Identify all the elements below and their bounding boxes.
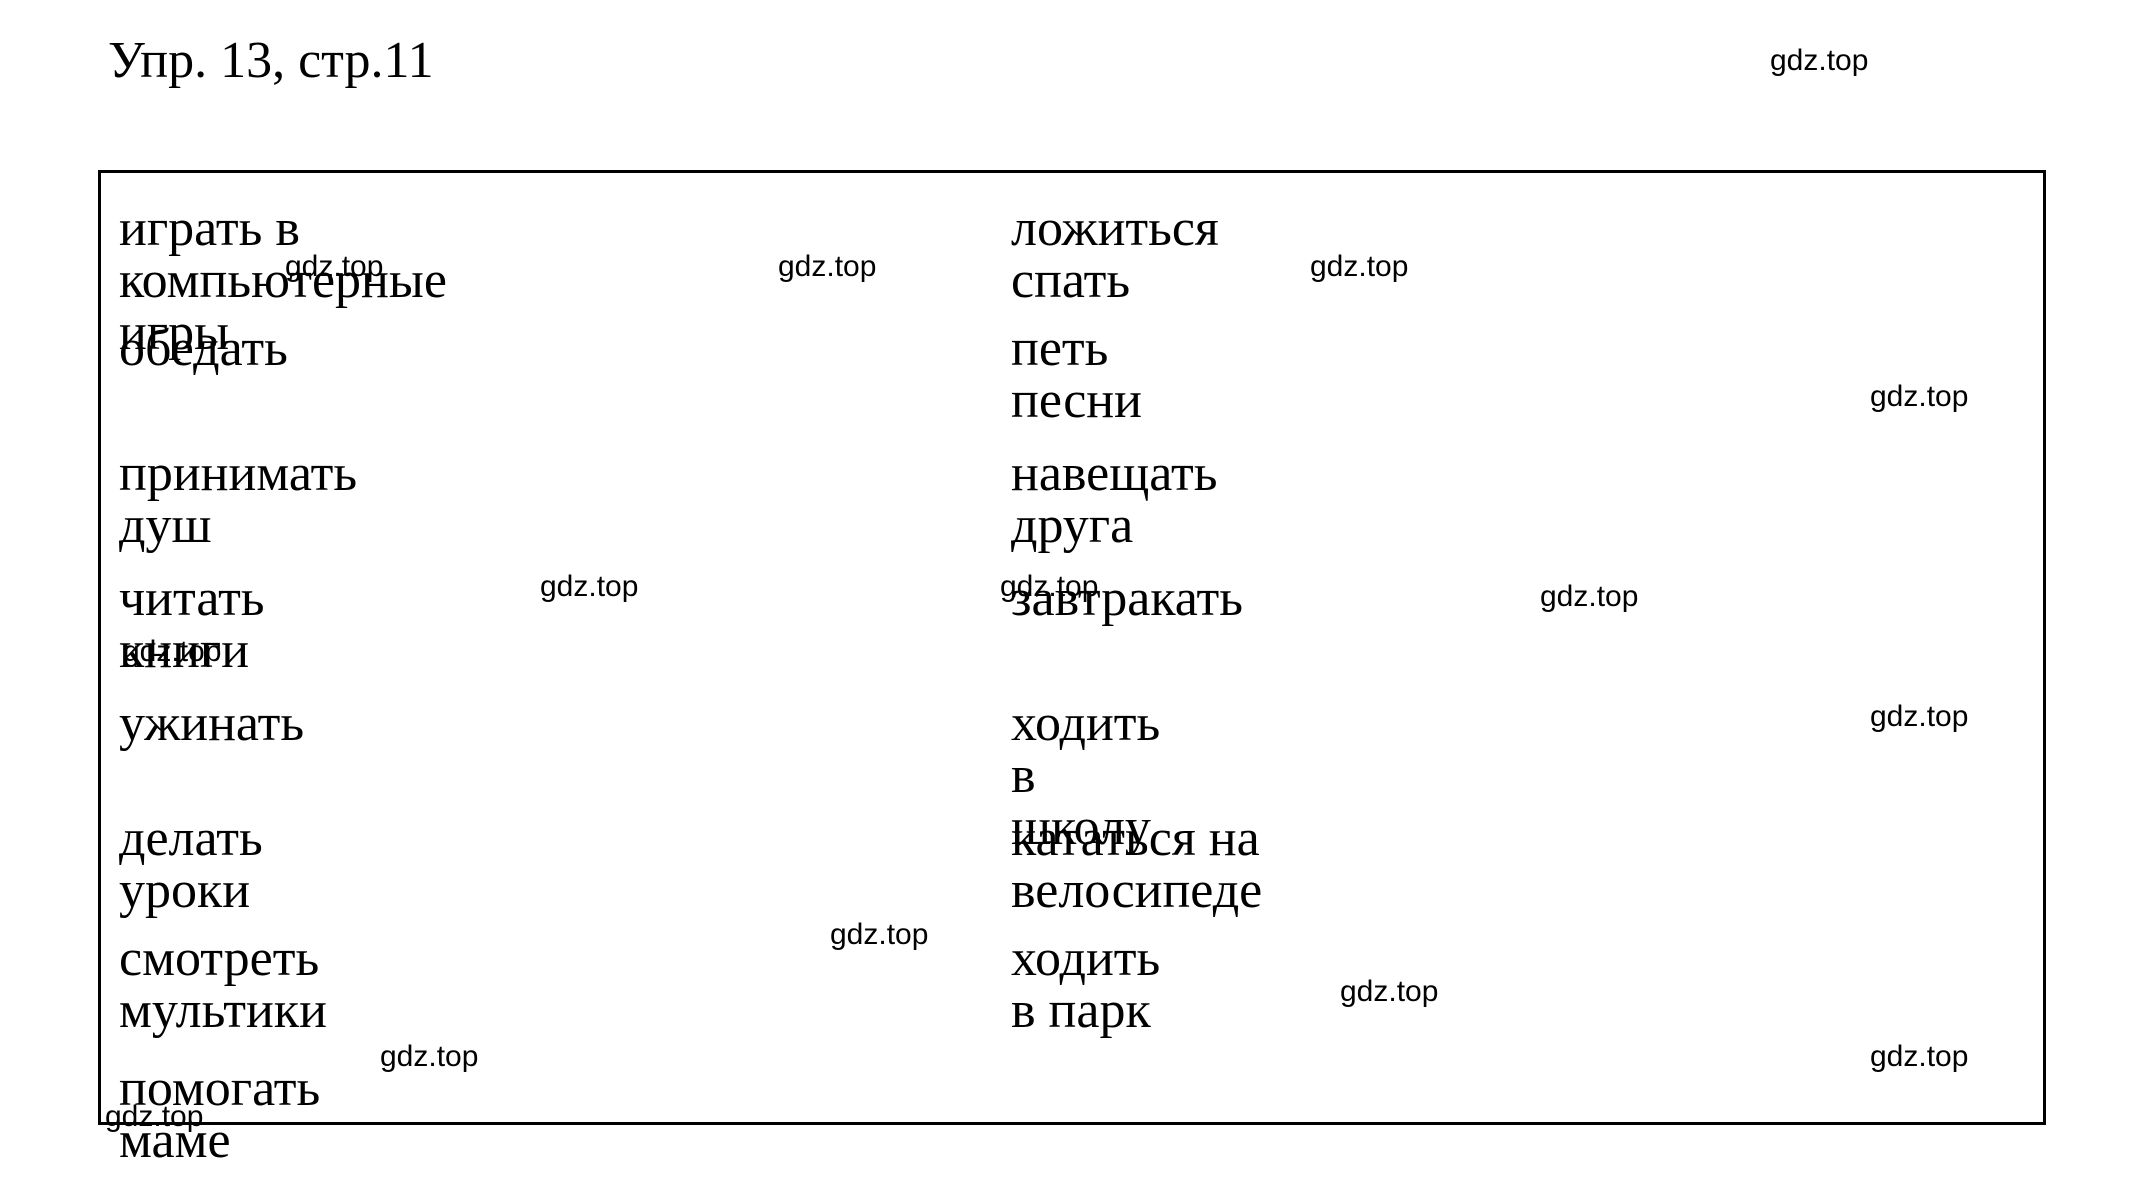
watermark: gdz.top: [778, 250, 876, 284]
watermark: gdz.top: [830, 918, 928, 952]
watermark: gdz.top: [1340, 975, 1438, 1009]
list-item: петь песни: [1011, 323, 1142, 427]
watermark: gdz.top: [1870, 1040, 1968, 1074]
page: Упр. 13, стр.11 играть в компьютерные иг…: [0, 0, 2146, 1183]
watermark: gdz.top: [380, 1040, 478, 1074]
watermark: gdz.top: [1000, 570, 1098, 604]
list-item: ходить в парк: [1011, 933, 1160, 1037]
list-item: ужинать: [119, 698, 304, 750]
watermark: gdz.top: [1540, 580, 1638, 614]
list-item: навещать друга: [1011, 448, 1217, 552]
watermark: gdz.top: [540, 570, 638, 604]
watermark: gdz.top: [1870, 700, 1968, 734]
exercise-header: Упр. 13, стр.11: [108, 30, 434, 92]
list-item: делать уроки: [119, 813, 263, 917]
watermark: gdz.top: [1770, 44, 1868, 78]
list-item: обедать: [119, 323, 288, 375]
watermark: gdz.top: [285, 250, 383, 284]
list-item: принимать душ: [119, 448, 357, 552]
list-item: ложиться спать: [1011, 203, 1219, 307]
list-item: смотреть мультики: [119, 933, 327, 1037]
list-item: кататься на велосипеде: [1011, 813, 1262, 917]
watermark: gdz.top: [105, 1100, 203, 1134]
content-box: играть в компьютерные игры обедать прини…: [98, 170, 2046, 1125]
watermark: gdz.top: [1310, 250, 1408, 284]
watermark: gdz.top: [123, 635, 221, 669]
watermark: gdz.top: [1870, 380, 1968, 414]
